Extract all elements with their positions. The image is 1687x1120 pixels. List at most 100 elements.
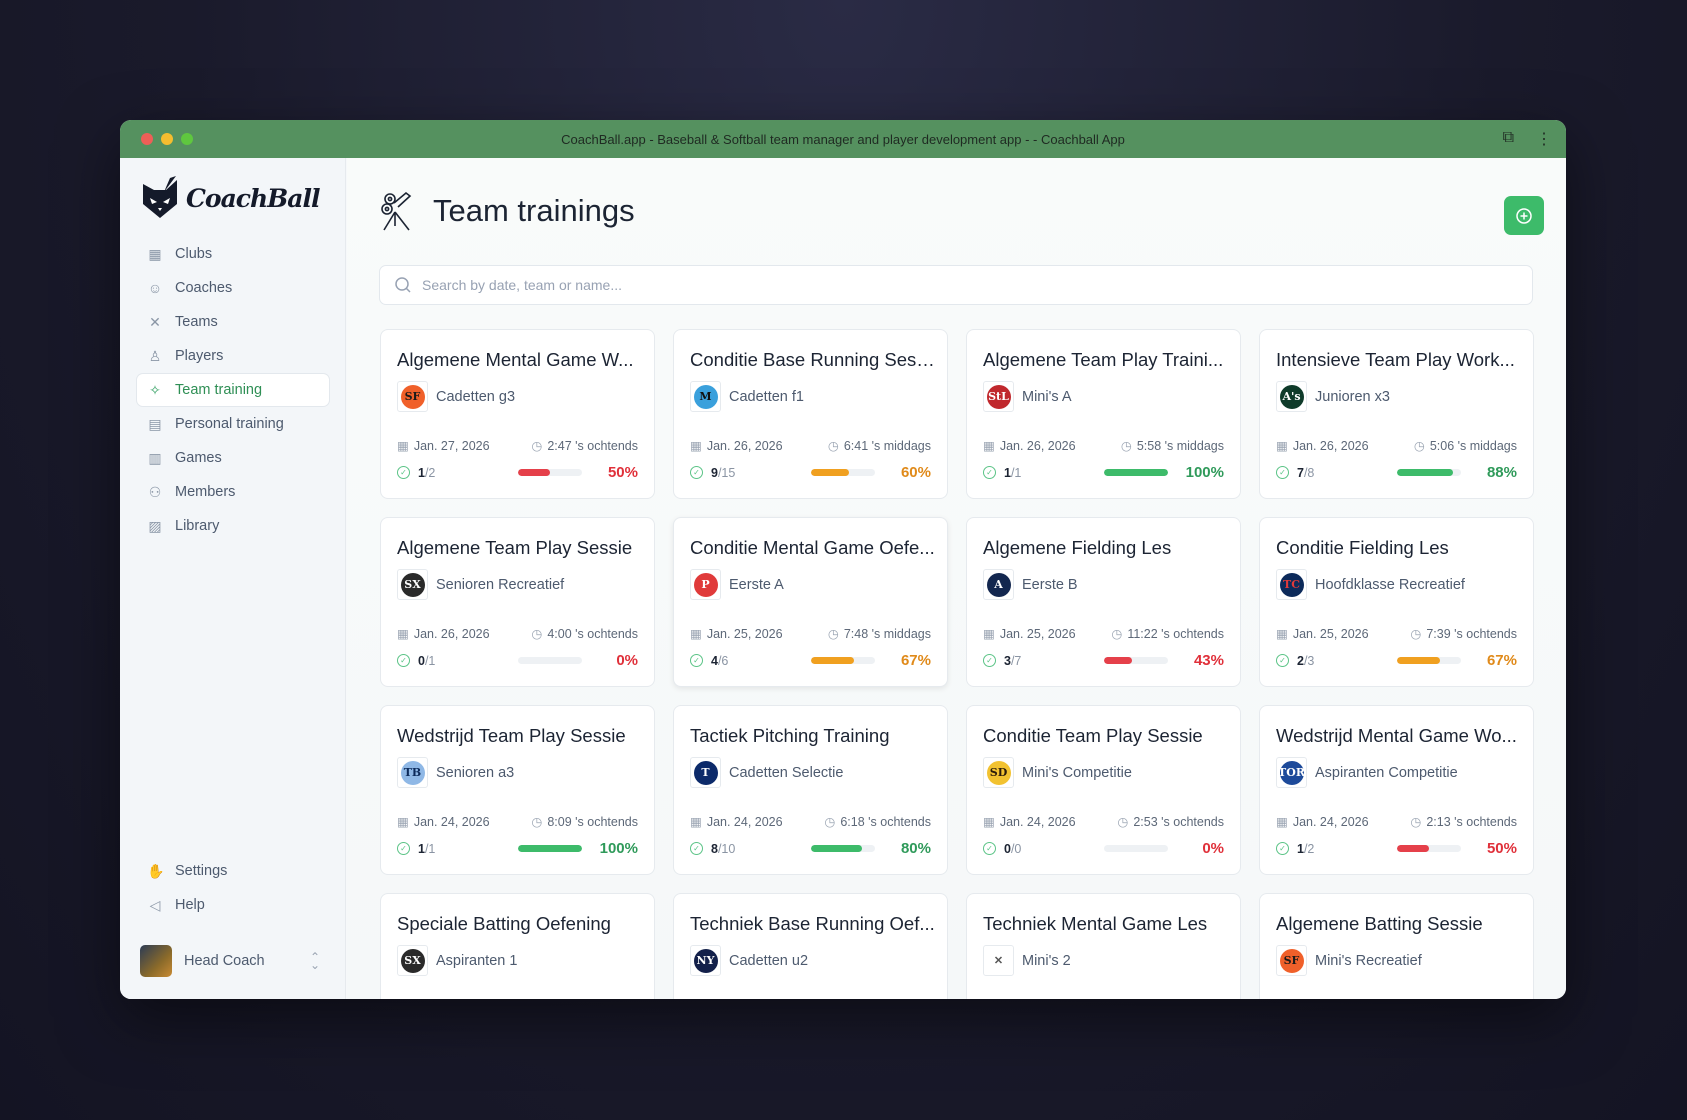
progress-fill	[518, 469, 550, 476]
training-card[interactable]: Intensieve Team Play Work... A's Junioren…	[1259, 329, 1534, 499]
team-logo-icon: NY	[693, 948, 718, 973]
maximize-window-button[interactable]	[181, 133, 193, 145]
sidebar-item-games[interactable]: ▥ Games	[137, 442, 329, 474]
sidebar-item-settings[interactable]: ✋ Settings	[137, 855, 329, 887]
training-card[interactable]: Techniek Mental Game Les ✕ Mini's 2	[966, 893, 1241, 999]
check-circle-icon: ✓	[983, 466, 996, 479]
training-card[interactable]: Algemene Mental Game W... SF Cadetten g3 ▦…	[380, 329, 655, 499]
sidebar-item-label: Teams	[175, 314, 218, 330]
training-card[interactable]: Algemene Fielding Les A Eerste B ▦ Jan. 25,…	[966, 517, 1241, 687]
training-card[interactable]: Wedstrijd Mental Game Wo... TOR Aspirante…	[1259, 705, 1534, 875]
check-circle-icon: ✓	[690, 654, 703, 667]
training-time: ◷ 5:58 's middags	[1121, 438, 1224, 453]
search-bar[interactable]	[379, 265, 1533, 305]
training-card[interactable]: Conditie Base Running Sess... M Cadetten …	[673, 329, 948, 499]
brand-name: CoachBall	[186, 183, 320, 213]
sidebar-item-clubs[interactable]: ▦ Clubs	[137, 238, 329, 270]
time-text: 2:53 's ochtends	[1133, 815, 1224, 829]
progress-percent: 0%	[1202, 840, 1224, 857]
add-training-button[interactable]	[1504, 196, 1544, 235]
progress-percent: 50%	[1486, 840, 1517, 857]
training-date: ▦ Jan. 25, 2026	[690, 626, 783, 641]
training-card[interactable]: Algemene Batting Sessie SF Mini's Recreat…	[1259, 893, 1534, 999]
time-text: 5:06 's middags	[1429, 439, 1517, 453]
date-text: Jan. 24, 2026	[706, 815, 783, 829]
training-date: ▦ Jan. 24, 2026	[397, 814, 490, 829]
team-name: Aspiranten Competitie	[1315, 764, 1458, 781]
calendar-icon: ▦	[1276, 627, 1288, 641]
team-name: Senioren a3	[436, 764, 515, 781]
attendance-count: 9/15	[711, 465, 736, 480]
team-logo: SD	[983, 757, 1014, 788]
clock-icon: ◷	[1410, 815, 1422, 829]
close-window-button[interactable]	[141, 133, 153, 145]
user-menu[interactable]: Head Coach ⌃ ⌄	[140, 945, 320, 977]
sidebar-item-label: Games	[175, 450, 222, 466]
more-menu-icon[interactable]: ⋮	[1536, 131, 1552, 148]
clock-icon: ◷	[1117, 815, 1129, 829]
training-card[interactable]: Conditie Team Play Sessie SD Mini's Compe…	[966, 705, 1241, 875]
attendance-count: 8/10	[711, 841, 736, 856]
progress-bar	[1397, 469, 1461, 476]
progress-bar	[518, 657, 582, 664]
training-title: Conditie Team Play Sessie	[983, 725, 1203, 746]
check-circle-icon: ✓	[690, 466, 703, 479]
training-title: Techniek Mental Game Les	[983, 913, 1208, 934]
team-logo: M	[690, 381, 721, 412]
team-logo-icon: SX	[400, 572, 425, 597]
sidebar-item-teams[interactable]: ✕ Teams	[137, 306, 329, 338]
sidebar-item-personal-training[interactable]: ▤ Personal training	[137, 408, 329, 440]
progress-percent: 43%	[1193, 652, 1224, 669]
training-card[interactable]: Speciale Batting Oefening SX Aspiranten 1	[380, 893, 655, 999]
training-date: ▦ Jan. 26, 2026	[690, 438, 783, 453]
clipboard-icon: ▤	[148, 415, 162, 432]
extensions-icon[interactable]: ⧉	[1502, 129, 1514, 146]
training-time: ◷ 2:53 's ochtends	[1117, 814, 1224, 829]
date-text: Jan. 24, 2026	[413, 815, 490, 829]
sidebar-item-help[interactable]: ◁ Help	[137, 889, 329, 921]
sidebar-item-label: Players	[175, 348, 224, 364]
training-card[interactable]: Techniek Base Running Oef... NY Cadetten …	[673, 893, 948, 999]
progress-bar	[1104, 657, 1168, 664]
image-icon: ▨	[148, 517, 162, 534]
sidebar-item-players[interactable]: ♙ Players	[137, 340, 329, 372]
team-name: Mini's Recreatief	[1315, 952, 1422, 969]
check-circle-icon: ✓	[397, 842, 410, 855]
progress-fill	[1104, 469, 1168, 476]
team-logo-icon: M	[693, 384, 718, 409]
sidebar-item-coaches[interactable]: ☺ Coaches	[137, 272, 329, 304]
progress-fill	[811, 845, 863, 852]
time-text: 6:18 's ochtends	[840, 815, 931, 829]
user-name: Head Coach	[184, 953, 265, 969]
calendar-icon: ▦	[690, 439, 702, 453]
team-logo: NY	[690, 945, 721, 976]
progress-fill	[1397, 657, 1440, 664]
search-icon	[395, 277, 411, 293]
minimize-window-button[interactable]	[161, 133, 173, 145]
team-logo-icon: TOR	[1278, 760, 1305, 785]
date-text: Jan. 26, 2026	[1292, 439, 1369, 453]
sidebar-item-members[interactable]: ⚇ Members	[137, 476, 329, 508]
training-title: Intensieve Team Play Work...	[1276, 349, 1515, 370]
brand-logo[interactable]: CoachBall	[140, 176, 320, 220]
sidebar-item-library[interactable]: ▨ Library	[137, 510, 329, 542]
training-card[interactable]: Wedstrijd Team Play Sessie TB Senioren a3…	[380, 705, 655, 875]
training-date: ▦ Jan. 25, 2026	[983, 626, 1076, 641]
team-name: Aspiranten 1	[436, 952, 518, 969]
attendance-count: 7/8	[1297, 465, 1315, 480]
training-card[interactable]: Conditie Fielding Les TC Hoofdklasse Recr…	[1259, 517, 1534, 687]
sidebar-item-label: Help	[175, 897, 205, 913]
training-card[interactable]: Conditie Mental Game Oefe... P Eerste A ▦ J…	[673, 517, 948, 687]
main-content: Team trainings Algemene Mental Game W...…	[347, 158, 1566, 999]
training-title: Tactiek Pitching Training	[690, 725, 890, 746]
window-title: CoachBall.app - Baseball & Softball team…	[561, 131, 1125, 147]
training-card[interactable]: Algemene Team Play Traini... StL Mini's A…	[966, 329, 1241, 499]
training-date: ▦ Jan. 24, 2026	[1276, 814, 1369, 829]
sidebar-item-team-training[interactable]: ✧ Team training	[137, 374, 329, 406]
search-input[interactable]	[422, 277, 1532, 293]
clock-icon: ◷	[1413, 439, 1425, 453]
date-text: Jan. 26, 2026	[999, 439, 1076, 453]
date-text: Jan. 24, 2026	[999, 815, 1076, 829]
training-card[interactable]: Algemene Team Play Sessie SX Senioren Rec…	[380, 517, 655, 687]
training-card[interactable]: Tactiek Pitching Training T Cadetten Sele…	[673, 705, 948, 875]
